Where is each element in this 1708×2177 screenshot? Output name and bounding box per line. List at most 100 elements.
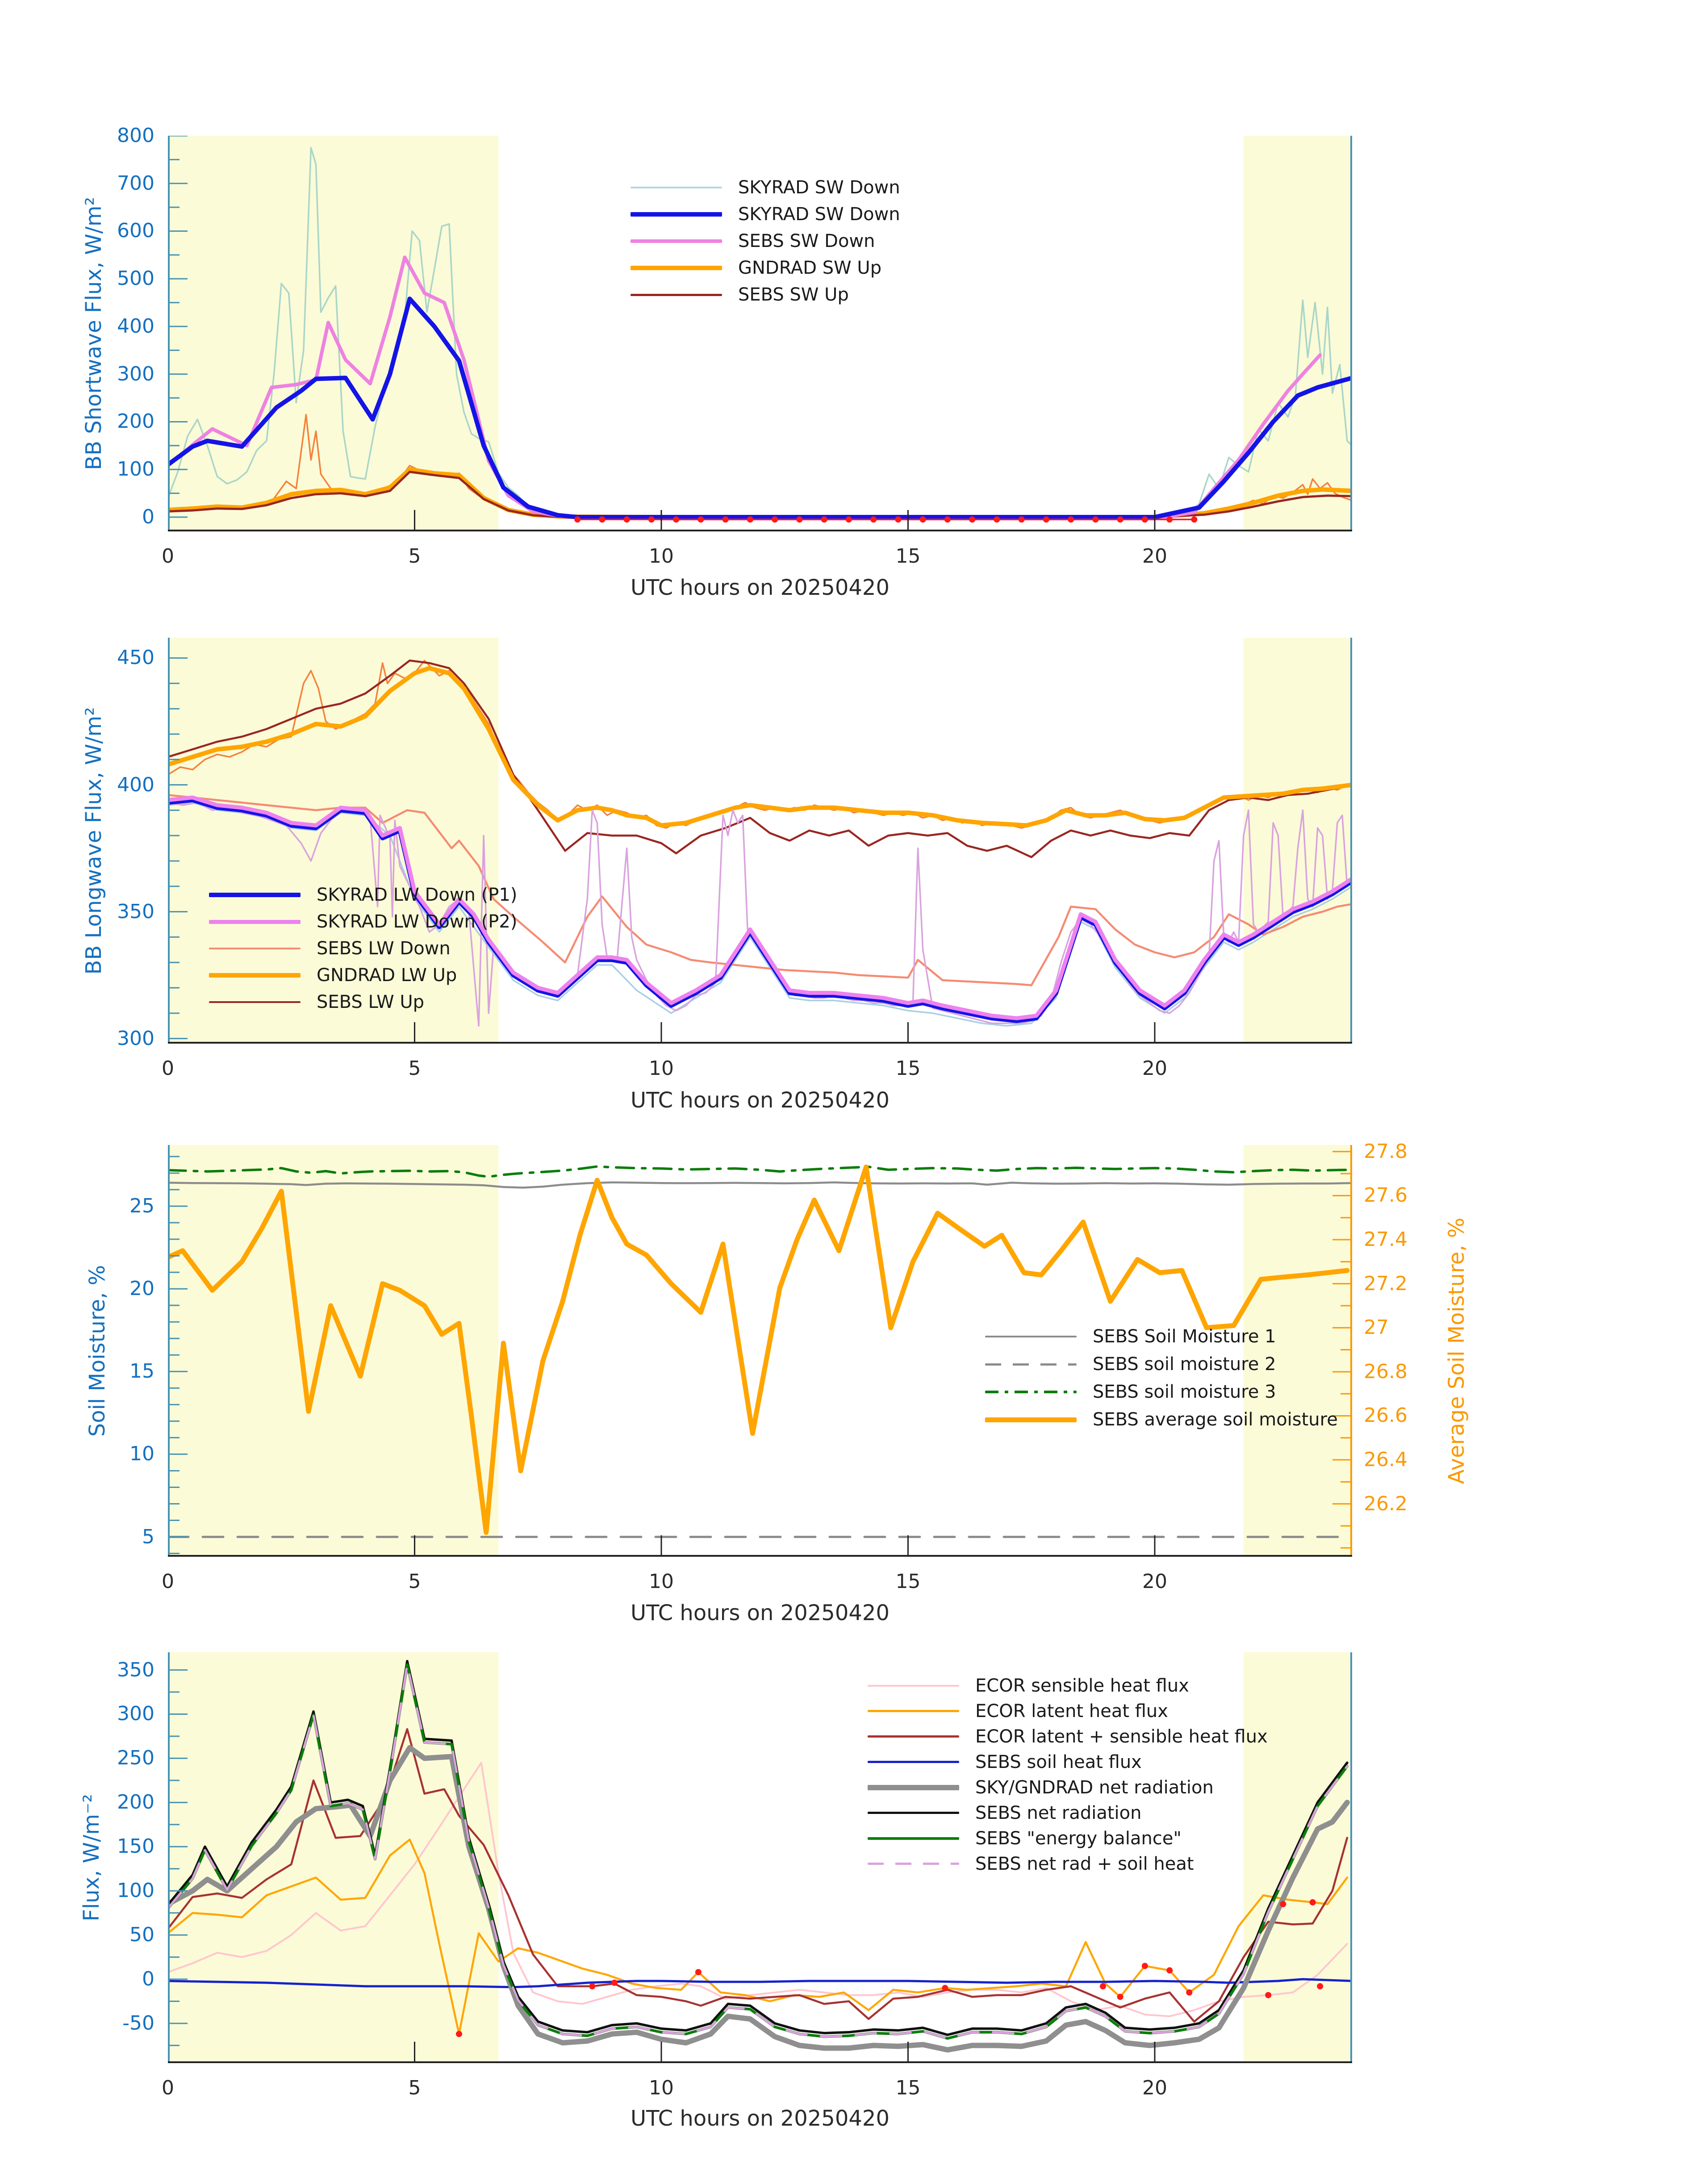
qc-flag-markers	[722, 516, 729, 523]
legend-swatch	[209, 919, 301, 924]
legend-surface-energy-flux: ECOR sensible heat flux ECOR latent heat …	[868, 1673, 1268, 1876]
y-tick-label: 300	[117, 1027, 155, 1050]
legend-item: GNDRAD LW Up	[209, 962, 517, 989]
legend-label: ECOR sensible heat flux	[975, 1675, 1189, 1696]
legend-item: ECOR latent + sensible heat flux	[868, 1724, 1268, 1749]
right-y-tick-label: 26.6	[1364, 1404, 1407, 1427]
legend-label: ECOR latent heat flux	[975, 1701, 1168, 1722]
qc-flag-markers	[1092, 516, 1099, 523]
x-tick-label: 5	[408, 2077, 421, 2099]
legend-swatch	[985, 1335, 1077, 1338]
legend-item: SEBS net radiation	[868, 1800, 1268, 1826]
x-tick-label: 0	[162, 545, 174, 568]
plot-area-bb-longwave	[168, 638, 1352, 1044]
ecor-latent-plus-sensible	[168, 1728, 1349, 2023]
y-tick-label: 400	[117, 773, 155, 796]
y-tick-label: 300	[117, 362, 155, 385]
legend-label: SEBS soil heat flux	[975, 1751, 1142, 1772]
right-y-tick-label: 27.6	[1364, 1184, 1407, 1207]
sebs-soil-heat-flux	[168, 1978, 1352, 1989]
ecor-latent-heat-flux	[168, 1839, 1349, 2035]
legend-label: SEBS SW Down	[738, 231, 875, 251]
x-axis-label: UTC hours on 20250420	[631, 575, 889, 600]
qc-flag-markers	[1309, 1899, 1316, 1905]
y-tick-label: 25	[129, 1195, 155, 1217]
legend-swatch	[631, 187, 722, 188]
qc-flag-markers	[1043, 516, 1049, 523]
qc-flag-markers	[944, 516, 951, 523]
legend-label: SEBS LW Down	[317, 938, 451, 959]
x-axis-label: UTC hours on 20250420	[631, 1600, 889, 1625]
qc-flag-markers	[648, 516, 655, 523]
y-tick-label: 200	[117, 1791, 155, 1814]
y-tick-label: 10	[129, 1442, 155, 1466]
qc-flag-markers	[747, 516, 753, 523]
x-tick-label: 0	[162, 1057, 174, 1080]
qc-flag-markers	[796, 516, 803, 523]
night-shading-band	[1243, 136, 1352, 531]
x-tick-label: 10	[649, 2077, 674, 2099]
night-shading-band	[168, 1145, 499, 1557]
gndrad-lw-up	[168, 666, 1352, 828]
sebs-lw-up	[168, 659, 1352, 858]
right-y-tick-label: 27.4	[1364, 1228, 1407, 1251]
y-tick-label: 0	[142, 505, 155, 528]
legend-label: SEBS net radiation	[975, 1802, 1142, 1823]
qc-flag-markers	[772, 516, 778, 523]
y-tick-label: -50	[122, 2011, 155, 2035]
legend-label: GNDRAD SW Up	[738, 258, 882, 278]
x-tick-label: 20	[1142, 1057, 1167, 1080]
y-tick-label: 350	[117, 1658, 155, 1681]
legend-item: SEBS SW Up	[631, 281, 900, 308]
right-y-tick-label: 27	[1364, 1316, 1389, 1339]
qc-flag-markers	[623, 516, 630, 523]
x-tick-label: 20	[1142, 545, 1167, 568]
qc-flag-markers	[1117, 1993, 1123, 2000]
x-tick-label: 15	[895, 2077, 921, 2099]
x-tick-label: 15	[895, 1570, 921, 1593]
legend-item: SEBS average soil moisture	[985, 1406, 1338, 1433]
qc-flag-markers	[599, 516, 606, 523]
legend-label: ECOR latent + sensible heat flux	[975, 1726, 1268, 1747]
legend-label: SKY/GNDRAD net radiation	[975, 1777, 1214, 1798]
x-tick-label: 15	[895, 545, 921, 568]
legend-label: SEBS LW Up	[317, 992, 425, 1012]
plot-area-surface-energy-flux	[168, 1652, 1352, 2063]
skyrad-lw-down-p2	[168, 795, 1352, 1020]
qc-flag-markers	[919, 516, 926, 523]
legend-bb-longwave: SKYRAD LW Down (P1) SKYRAD LW Down (P2) SE…	[209, 882, 517, 1015]
y-tick-label: 100	[117, 1879, 155, 1902]
x-axis-label: UTC hours on 20250420	[631, 1088, 889, 1113]
legend-swatch	[868, 1761, 959, 1763]
x-tick-label: 5	[408, 1057, 421, 1080]
night-shading-band	[168, 1652, 499, 2063]
qc-flag-markers	[1100, 1983, 1106, 1989]
right-y-tick-label: 26.4	[1364, 1448, 1407, 1471]
sebs-soil-moisture-1	[168, 1181, 1352, 1189]
x-tick-label: 10	[649, 1057, 674, 1080]
qc-flag-markers	[1141, 1963, 1148, 1969]
x-axis-label: UTC hours on 20250420	[631, 2106, 889, 2131]
legend-item: SEBS SW Down	[631, 228, 900, 255]
legend-soil-moisture: SEBS Soil Moisture 1 SEBS soil moisture 2…	[985, 1323, 1338, 1433]
x-tick-label: 20	[1142, 1570, 1167, 1593]
qc-flag-markers	[1166, 1967, 1173, 1974]
y-tick-label: 150	[117, 1835, 155, 1858]
y-tick-label: 350	[117, 900, 155, 923]
y-tick-label: 250	[117, 1747, 155, 1770]
legend-item: SEBS soil heat flux	[868, 1749, 1268, 1775]
y-axis-label-longwave: BB Longwave Flux, W/m²	[81, 707, 106, 975]
qc-flag-markers	[456, 2031, 462, 2037]
qc-flag-markers	[994, 516, 1000, 523]
legend-swatch	[631, 212, 722, 217]
legend-label: SEBS SW Up	[738, 284, 849, 305]
qc-flag-markers	[697, 516, 704, 523]
legend-item: SEBS "energy balance"	[868, 1826, 1268, 1851]
sebs-net-rad-plus-soil-heat	[168, 1663, 1349, 2040]
legend-item: SEBS Soil Moisture 1	[985, 1323, 1338, 1350]
legend-label: SEBS net rad + soil heat	[975, 1853, 1194, 1874]
legend-swatch	[631, 239, 722, 243]
qc-flag-markers	[969, 516, 976, 523]
legend-label: SEBS average soil moisture	[1093, 1409, 1338, 1430]
